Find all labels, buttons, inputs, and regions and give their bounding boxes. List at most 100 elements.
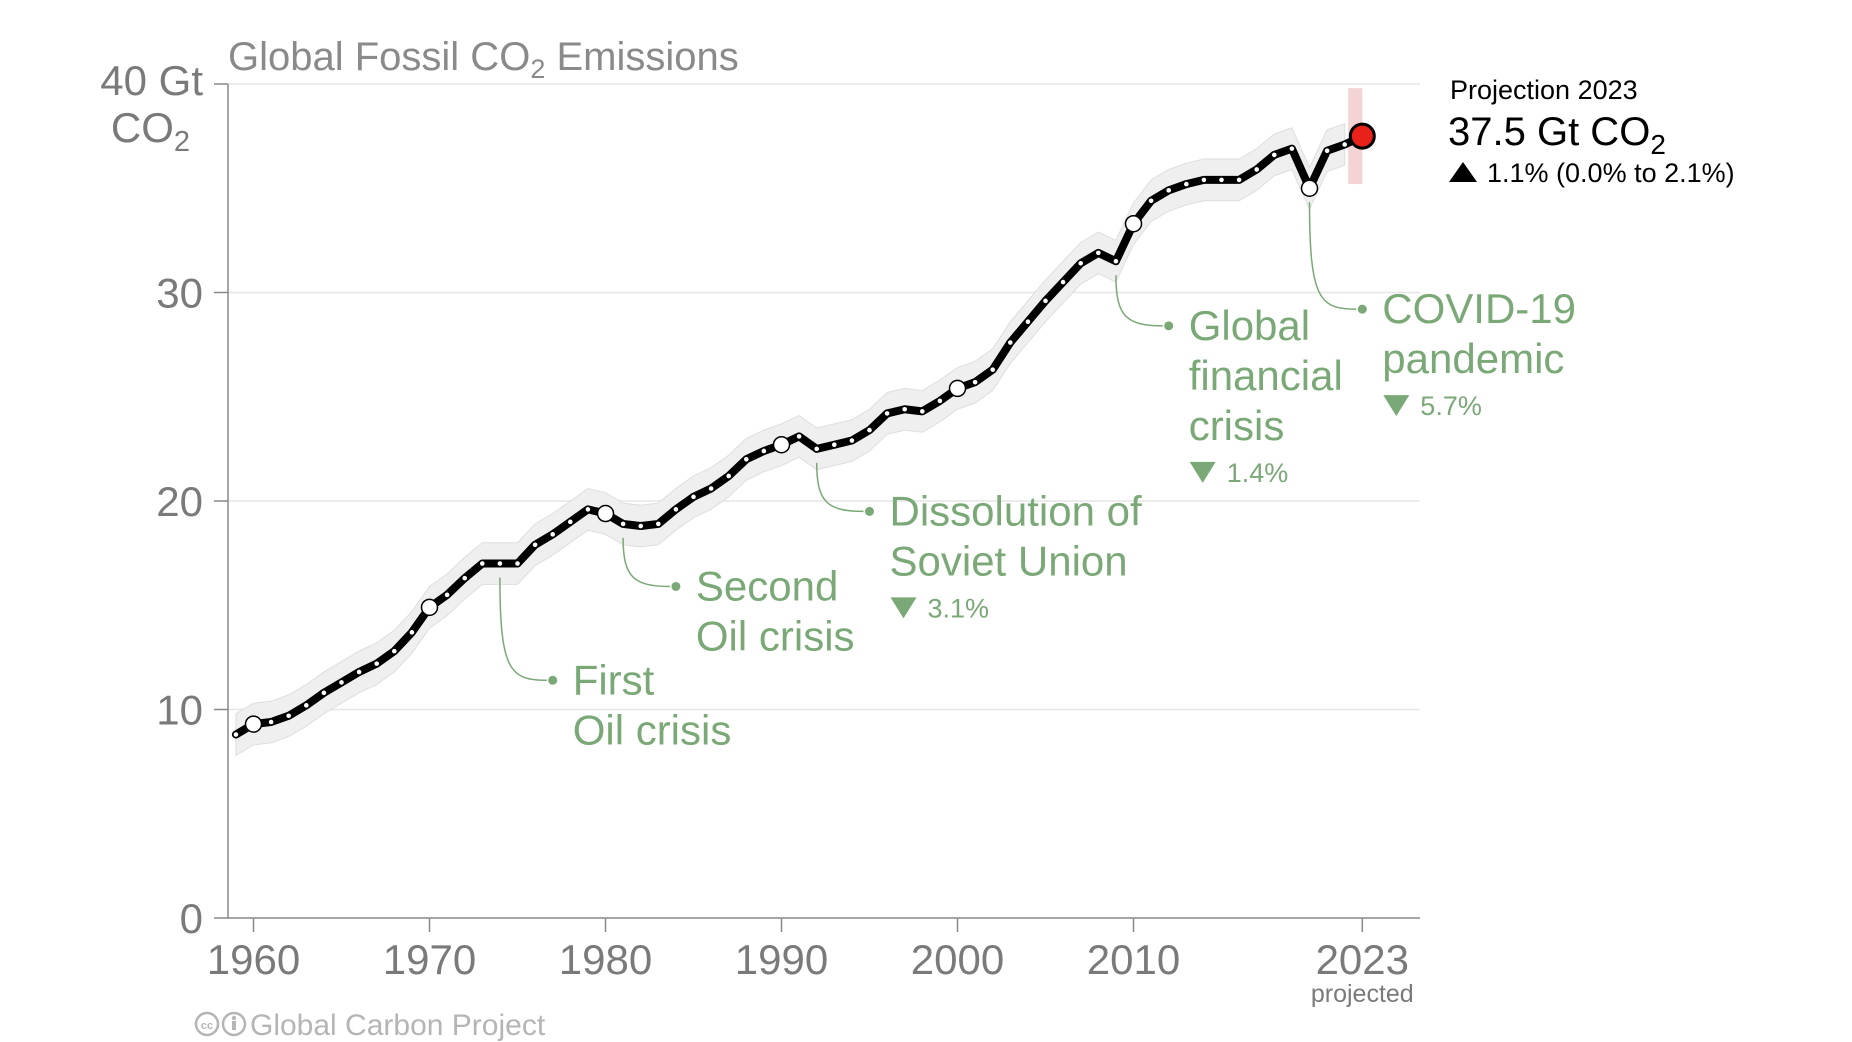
projection-value: 37.5 Gt CO2 (1448, 110, 1666, 160)
annotation-label: Soviet Union (890, 537, 1128, 584)
data-point (550, 532, 555, 537)
data-points (233, 142, 1347, 737)
data-point (392, 648, 397, 654)
data-point (620, 521, 626, 527)
data-point (638, 523, 643, 529)
decade-markers (244, 179, 1319, 733)
data-point (867, 427, 872, 433)
y-tick-label: 0 (180, 895, 203, 942)
annotation-label: Global (1189, 302, 1310, 349)
x-tick-note: projected (1311, 980, 1414, 1008)
data-point (884, 411, 890, 416)
data-point (832, 442, 837, 448)
y-tick-label: 20 (156, 478, 203, 525)
data-point (233, 732, 239, 737)
data-point (1236, 177, 1242, 183)
annotation-dot (1357, 304, 1367, 314)
annotation-percent: 5.7% (1420, 391, 1482, 421)
data-point (726, 473, 731, 479)
data-point (1219, 177, 1224, 183)
decade-marker (244, 715, 263, 733)
x-tick-label: 2023 (1316, 936, 1409, 983)
data-point (920, 409, 925, 414)
annotation-label: Oil crisis (573, 706, 732, 753)
decade-marker (948, 379, 967, 398)
data-point (902, 406, 907, 412)
y-tick-label: 10 (156, 687, 203, 734)
data-point (568, 519, 573, 525)
credit-text: Global Carbon Project (250, 1009, 546, 1042)
data-point (937, 398, 943, 404)
data-point (1096, 250, 1101, 256)
data-point (497, 561, 503, 566)
data-point (480, 561, 485, 566)
data-point (1324, 148, 1330, 154)
data-point (356, 669, 362, 675)
data-point (321, 690, 327, 696)
down-triangle-icon (890, 597, 917, 619)
decade-marker (1300, 179, 1319, 197)
data-point (1148, 198, 1154, 204)
x-tick-label: 1960 (207, 936, 300, 983)
data-point (673, 507, 679, 512)
data-point (708, 486, 714, 491)
data-point (1184, 181, 1189, 187)
data-point (1272, 152, 1277, 158)
data-point (656, 521, 661, 527)
gridlines (228, 83, 1420, 711)
data-point (1078, 261, 1083, 266)
x-tick-label: 2010 (1087, 936, 1180, 983)
y-axis-unit: CO2 (111, 104, 190, 158)
data-point (1201, 177, 1207, 183)
x-tick-label: 1990 (735, 936, 828, 983)
annotation-leader (1308, 202, 1357, 310)
annotation-dot (865, 506, 874, 516)
data-point (744, 457, 749, 462)
data-point (585, 507, 591, 512)
down-triangle-icon (1383, 395, 1410, 417)
data-point (1043, 298, 1048, 304)
data-point (339, 680, 344, 685)
annotation-label: crisis (1189, 402, 1285, 449)
credit: cc Global Carbon Project (194, 1009, 546, 1042)
data-point (990, 367, 995, 372)
y-ticks: 30 20 10 0 (156, 83, 228, 942)
annotation-label: Second (696, 562, 838, 609)
decade-marker (596, 504, 615, 523)
data-point (532, 542, 538, 548)
down-triangle-icon (1189, 461, 1216, 483)
data-point (286, 713, 292, 719)
data-point (796, 434, 802, 439)
data-point (691, 494, 696, 500)
annotation-dot (671, 581, 681, 591)
annotation-label: First (573, 656, 655, 703)
y-tick-label: 30 (156, 270, 203, 317)
annotation-percent: 3.1% (928, 593, 990, 623)
data-point (1342, 142, 1347, 147)
annotation-label: Oil crisis (696, 612, 855, 659)
data-point (1060, 279, 1066, 285)
data-point (1289, 146, 1295, 151)
data-point (268, 719, 274, 725)
svg-text:cc: cc (201, 1020, 213, 1032)
data-point (515, 561, 520, 566)
data-point (761, 448, 767, 454)
data-point (409, 630, 415, 635)
annotation-leader (1115, 275, 1163, 327)
data-point (814, 446, 819, 452)
annotation-leader (622, 537, 670, 588)
projection-change: 1.1% (0.0% to 2.1%) (1487, 158, 1735, 188)
creative-commons-icon: cc (194, 1011, 220, 1037)
projection-heading: Projection 2023 (1450, 75, 1638, 105)
chart-title: Global Fossil CO2 Emissions (228, 35, 739, 84)
projection-point (1348, 122, 1376, 150)
x-tick-label: 1970 (383, 936, 476, 983)
